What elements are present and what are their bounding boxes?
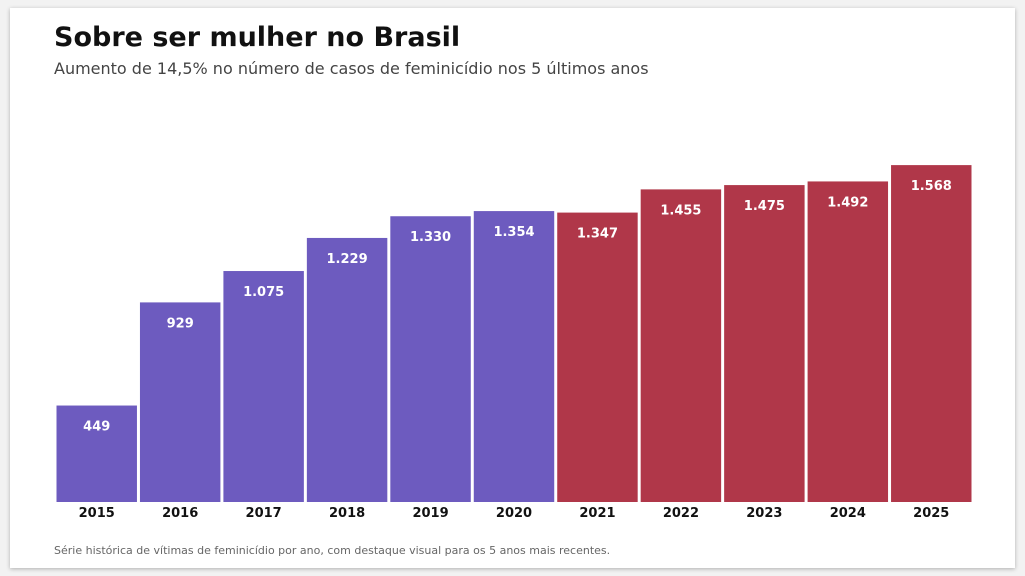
chart-footnote: Série histórica de vítimas de feminicídi… xyxy=(54,544,611,557)
bar-chart: 449 2015 929 2016 1.075 2017 1.229 2018 1.330 201… xyxy=(56,165,972,521)
bar-2016 xyxy=(139,302,221,502)
x-tick-label-2019: 2019 xyxy=(412,506,448,521)
x-tick-label-2021: 2021 xyxy=(579,506,615,521)
x-tick-label-2022: 2022 xyxy=(663,506,699,521)
x-tick-label-2015: 2015 xyxy=(79,506,115,521)
value-label-2024: 1.492 xyxy=(827,195,868,210)
value-label-2017: 1.075 xyxy=(243,285,284,300)
bar-2025 xyxy=(891,165,972,502)
bar-2017 xyxy=(223,271,304,502)
value-label-2022: 1.455 xyxy=(660,203,701,218)
x-tick-label-2016: 2016 xyxy=(162,506,198,521)
value-label-2025: 1.568 xyxy=(911,179,952,194)
value-label-2020: 1.354 xyxy=(493,225,534,240)
bar-2020 xyxy=(473,211,555,502)
bar-2022 xyxy=(640,189,722,502)
chart-card: Sobre ser mulher no Brasil Aumento de 14… xyxy=(10,8,1015,568)
x-tick-label-2025: 2025 xyxy=(913,506,949,521)
x-tick-label-2024: 2024 xyxy=(830,506,866,521)
x-tick-label-2018: 2018 xyxy=(329,506,365,521)
bar-2024 xyxy=(807,181,889,502)
bar-2018 xyxy=(306,237,388,503)
bar-2023 xyxy=(724,185,805,503)
x-tick-label-2020: 2020 xyxy=(496,506,532,521)
bar-2021 xyxy=(557,212,638,502)
x-tick-label-2017: 2017 xyxy=(246,506,282,521)
bar-2019 xyxy=(390,216,471,503)
value-label-2023: 1.475 xyxy=(744,199,785,214)
x-tick-label-2023: 2023 xyxy=(746,506,782,521)
chart-subtitle: Aumento de 14,5% no número de casos de f… xyxy=(54,59,649,78)
value-label-2016: 929 xyxy=(167,316,194,331)
bar-2015 xyxy=(56,405,137,502)
value-label-2019: 1.330 xyxy=(410,230,451,245)
value-label-2018: 1.229 xyxy=(327,252,368,267)
chart-title: Sobre ser mulher no Brasil xyxy=(54,22,461,53)
value-label-2021: 1.347 xyxy=(577,227,618,242)
value-label-2015: 449 xyxy=(83,420,110,435)
